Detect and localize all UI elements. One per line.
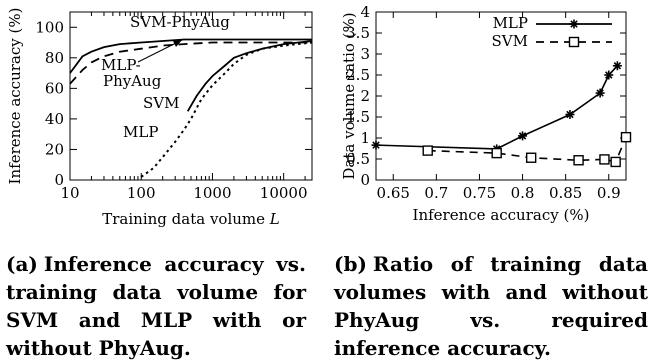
chart-a-xtick-label: 100	[127, 184, 156, 202]
chart-b-series	[371, 61, 632, 168]
chart-b-point-svm	[422, 145, 433, 156]
chart-a-ytick-label: 0	[54, 171, 64, 189]
chart-b-point-svm	[610, 156, 621, 168]
chart-b-xlabel: Inference accuracy (%)	[413, 206, 590, 224]
chart-b-point-svm	[525, 152, 537, 163]
caption-b-tag: (b)	[334, 252, 367, 276]
legend-marker-svm-shape	[568, 36, 580, 48]
chart-b-point-mlp	[518, 131, 528, 141]
chart-a-series	[69, 38, 313, 178]
chart-a: 10 100 1000 10000 0 20 40 60 80 100 SVM-PhyAug ML…	[6, 8, 313, 228]
chart-b-xtick-label: 0.65	[377, 184, 410, 202]
chart-b-ticks: 0.65 0.7 0.75 0.8 0.85 0.9 0 0.5 1 1.5 2 2.5 3 3.5 4	[346, 3, 626, 202]
chart-a-annotation-arrowhead	[173, 40, 182, 47]
chart-a-annotation-svm: SVM	[143, 94, 179, 112]
chart-a-ytick-label: 40	[45, 110, 64, 128]
chart-b-ytick-label: 3	[360, 45, 370, 63]
chart-b-point-mlp	[604, 70, 614, 80]
chart-a-ytick-label: 20	[45, 140, 64, 158]
legend-marker-mlp	[569, 19, 579, 29]
chart-b-ytick-label: 3.5	[346, 24, 370, 42]
chart-a-ytick-label: 100	[35, 18, 64, 36]
chart-a-series-mlp	[140, 41, 313, 178]
chart-a-xtick-label: 10	[60, 184, 79, 202]
legend-marker-mlp-shape	[569, 19, 579, 29]
chart-a-annotation-svm-phyaug: SVM-PhyAug	[130, 13, 230, 31]
chart-b-ytick-label: 1.5	[346, 108, 370, 126]
caption-a-text: Inference accuracy vs. training data vol…	[6, 252, 306, 360]
chart-b-xtick-label: 0.85	[549, 184, 582, 202]
chart-b-xtick-label: 0.7	[424, 184, 448, 202]
chart-b-ytick-label: 2	[360, 87, 370, 105]
caption-b: (b) Ratio of training data volumes with a…	[334, 250, 648, 362]
chart-a-annotation-mlp-phyaug-line1: MLP-	[101, 56, 141, 74]
chart-a-series-svm-phyaug	[69, 38, 312, 74]
caption-a: (a) Inference accuracy vs. training data …	[6, 250, 306, 362]
chart-a-xtick-label: 1000	[193, 184, 231, 202]
chart-b-ytick-label: 1	[360, 129, 370, 147]
chart-a-ylabel: Inference accuracy (%)	[6, 8, 24, 185]
chart-a-annotation-mlp: MLP	[123, 123, 158, 141]
chart-b-xtick-label: 0.75	[463, 184, 496, 202]
chart-b-legend: MLP SVM	[492, 14, 612, 50]
chart-a-xtick-label: 10000	[260, 184, 308, 202]
chart-b-ylabel: Data volume ratio (%)	[340, 12, 358, 179]
chart-b-xtick-label: 0.9	[597, 184, 621, 202]
chart-a-ytick-label: 80	[45, 49, 64, 67]
legend-label-mlp: MLP	[493, 14, 528, 32]
chart-b-point-svm	[491, 147, 502, 159]
chart-a-annotation-mlp-phyaug-line2: PhyAug	[103, 72, 162, 90]
chart-b-ytick-label: 2.5	[346, 66, 370, 84]
chart-b: 0.65 0.7 0.75 0.8 0.85 0.9 0 0.5 1 1.5 2 2.5 3 3.5 4 M…	[340, 3, 632, 224]
chart-b-ytick-label: 4	[360, 3, 370, 21]
chart-b-point-mlp	[595, 88, 605, 98]
caption-b-text: Ratio of training data volumes with and …	[334, 252, 648, 360]
chart-a-series-svm	[186, 40, 313, 112]
caption-a-tag: (a)	[6, 252, 38, 276]
chart-b-series-mlp	[375, 65, 618, 150]
chart-b-point-svm	[620, 131, 632, 143]
chart-b-point-mlp	[565, 109, 575, 119]
legend-label-svm: SVM	[492, 32, 528, 50]
chart-b-point-svm	[599, 154, 610, 165]
chart-b-xtick-label: 0.8	[511, 184, 535, 202]
chart-b-point-mlp	[612, 61, 622, 71]
chart-b-ytick-label: 0.5	[346, 150, 370, 168]
chart-a-series-mlp-phyaug	[69, 41, 312, 85]
chart-b-point-svm	[573, 155, 584, 166]
chart-a-ytick-label: 60	[45, 79, 64, 97]
chart-b-ytick-label: 0	[360, 171, 370, 189]
chart-a-ticks: 10 100 1000 10000 0 20 40 60 80 100	[35, 12, 312, 202]
chart-a-xlabel: Training data volume L	[102, 210, 280, 228]
legend-marker-svm	[568, 36, 580, 48]
chart-a-frame	[69, 11, 313, 181]
chart-b-point-mlp	[371, 140, 381, 150]
